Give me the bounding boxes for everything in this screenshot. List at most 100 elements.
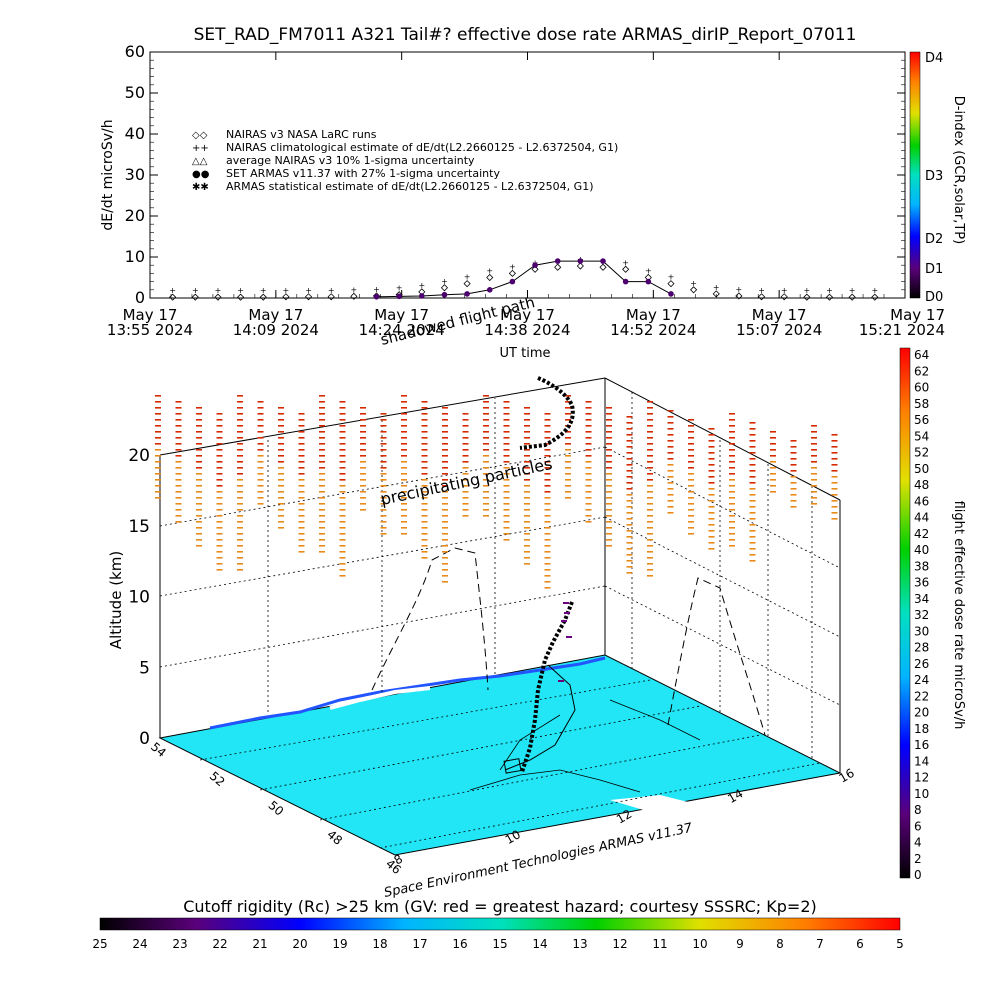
particle-mark: [298, 437, 305, 439]
particle-mark: [380, 419, 387, 421]
particle-mark: [339, 455, 346, 457]
particle-mark: [585, 419, 592, 421]
particle-mark: [647, 443, 653, 445]
particle-mark: [626, 428, 633, 430]
particle-mark: [524, 467, 530, 469]
particle-mark: [483, 479, 489, 481]
particle-mark: [339, 533, 346, 535]
particle-mark: [421, 551, 428, 553]
particle-mark: [524, 557, 530, 559]
particle-mark: [298, 473, 305, 475]
particle-mark: [647, 569, 653, 571]
particle-mark: [196, 527, 202, 529]
dose-colorbar: [899, 347, 911, 879]
legend-entry: SET ARMAS v11.37 with 27% 1-sigma uncert…: [226, 167, 500, 180]
particle-mark: [196, 407, 202, 409]
particle-mark: [380, 437, 387, 439]
y-tick-label: 30: [125, 165, 145, 184]
particle-mark: [278, 497, 284, 499]
particle-mark: [380, 431, 387, 433]
particle-mark: [155, 479, 161, 481]
dose-tick-label: 60: [914, 381, 929, 395]
particle-mark: [524, 545, 530, 547]
particle-mark: [421, 413, 428, 415]
particle-mark: [667, 476, 674, 478]
particle-mark: [524, 449, 530, 451]
particle-mark: [729, 533, 735, 535]
particle-mark: [442, 461, 448, 463]
particle-mark: [298, 509, 305, 511]
particle-mark: [647, 557, 653, 559]
particle-mark: [257, 443, 264, 445]
particle-mark: [647, 419, 653, 421]
x-tick-date: May 17: [248, 306, 303, 324]
particle-mark: [462, 515, 469, 517]
particle-mark: [544, 503, 551, 505]
particle-mark: [319, 449, 325, 451]
dose-tick-label: 24: [914, 673, 929, 687]
particle-mark: [524, 455, 530, 457]
particle-mark: [524, 419, 530, 421]
particle-mark: [483, 413, 489, 415]
particle-mark: [483, 437, 489, 439]
particle-mark: [278, 413, 284, 415]
particle-mark: [442, 551, 448, 553]
particle-mark: [790, 440, 797, 442]
dose-tick-label: 4: [914, 836, 922, 850]
particle-mark: [257, 449, 264, 451]
particle-mark: [524, 503, 530, 505]
dose-tick-label: 8: [914, 803, 922, 817]
nairas-point: [554, 263, 562, 271]
particle-mark: [503, 413, 510, 415]
particle-mark: [319, 467, 325, 469]
particle-mark: [237, 521, 243, 523]
particle-mark: [524, 473, 530, 475]
latitude-tick-label: 48: [324, 827, 345, 848]
particle-mark: [585, 521, 592, 523]
particle-mark: [626, 554, 633, 556]
particle-mark: [442, 521, 448, 523]
particle-mark: [257, 437, 264, 439]
dose-tick-label: 20: [914, 706, 929, 720]
particle-mark: [606, 449, 612, 451]
particle-mark: [749, 488, 756, 490]
particle-mark: [811, 431, 817, 433]
particle-mark: [606, 479, 612, 481]
particle-mark: [278, 455, 284, 457]
rigidity-tick-label: 16: [452, 937, 467, 951]
particle-mark: [462, 413, 469, 415]
particle-mark: [216, 425, 223, 427]
particle-mark: [503, 515, 510, 517]
particle-mark: [585, 509, 592, 511]
particle-mark: [421, 497, 428, 499]
armas-point: [419, 293, 425, 299]
particle-mark: [278, 527, 284, 529]
particle-mark: [606, 521, 612, 523]
particle-mark: [770, 467, 776, 469]
particle-mark: [319, 431, 325, 433]
particle-mark: [175, 413, 182, 415]
particle-mark: [647, 497, 653, 499]
legend-entry: NAIRAS climatological estimate of dE/dt(…: [226, 141, 618, 154]
particle-mark: [421, 539, 428, 541]
particle-mark: [401, 533, 407, 535]
particle-mark: [380, 425, 387, 427]
particle-mark: [811, 461, 817, 463]
particle-mark: [565, 437, 571, 439]
particle-mark: [606, 485, 612, 487]
particle-mark: [155, 401, 161, 403]
particle-mark: [216, 431, 223, 433]
nairas-point: [259, 293, 267, 301]
particle-mark: [360, 443, 366, 445]
particle-mark: [790, 500, 797, 502]
particle-mark: [216, 485, 223, 487]
particle-mark: [360, 491, 366, 493]
particle-mark: [770, 491, 776, 493]
y-tick-label: 60: [125, 42, 145, 61]
particle-mark: [421, 521, 428, 523]
nairas-point: [871, 293, 879, 301]
particle-mark: [749, 476, 756, 478]
particle-mark: [257, 455, 264, 457]
particle-mark: [831, 482, 838, 484]
longitude-tick-label: 14: [725, 786, 745, 806]
